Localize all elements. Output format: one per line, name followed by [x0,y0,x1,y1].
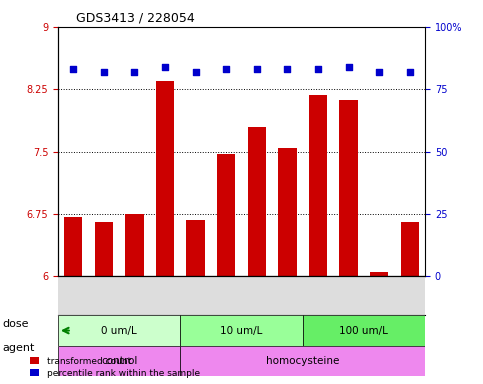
FancyBboxPatch shape [180,315,303,346]
FancyBboxPatch shape [303,315,425,346]
Bar [156,81,174,276]
Point [314,66,322,73]
Bar [370,272,388,276]
Legend: transformed count, percentile rank within the sample: transformed count, percentile rank withi… [28,355,201,379]
Bar [95,222,113,276]
Bar [186,220,205,276]
Bar [217,154,235,276]
Point [222,66,230,73]
Point [253,66,261,73]
Bar [400,222,419,276]
Point [192,69,199,75]
Bar [64,217,83,276]
Text: dose: dose [2,319,29,329]
Bar [340,100,358,276]
Point [161,64,169,70]
Bar [125,214,143,276]
FancyBboxPatch shape [58,346,180,376]
Text: control: control [101,356,137,366]
Bar [248,127,266,276]
Point [70,66,77,73]
Point [284,66,291,73]
Text: 100 um/L: 100 um/L [340,326,388,336]
FancyBboxPatch shape [58,315,180,346]
Point [100,69,108,75]
Text: homocysteine: homocysteine [266,356,340,366]
Text: 0 um/L: 0 um/L [101,326,137,336]
Text: GDS3413 / 228054: GDS3413 / 228054 [76,11,195,24]
Bar [278,147,297,276]
Point [375,69,383,75]
Point [406,69,413,75]
Text: 10 um/L: 10 um/L [220,326,263,336]
FancyBboxPatch shape [180,346,425,376]
Point [130,69,138,75]
Text: agent: agent [2,343,35,353]
Bar [309,95,327,276]
Point [345,64,353,70]
